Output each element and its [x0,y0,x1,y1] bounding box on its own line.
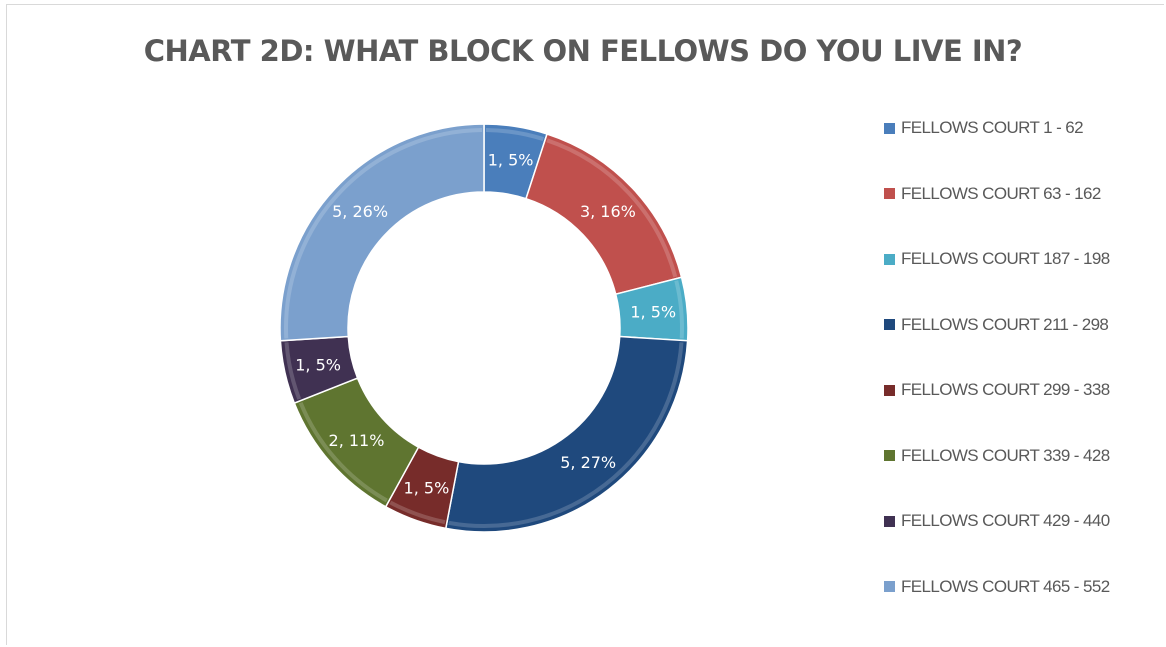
legend-item-fellows-court-187-198: FELLOWS COURT 187 - 198 [884,247,1110,271]
legend-item-fellows-court-63-162: FELLOWS COURT 63 - 162 [884,182,1101,206]
doughnut-slice-highlight [674,280,684,339]
legend-swatch [884,319,895,330]
doughnut-slice-fellows-court-465-552 [279,123,485,342]
legend-item-fellows-court-211-298: FELLOWS COURT 211 - 298 [884,313,1109,337]
legend-label: FELLOWS COURT 211 - 298 [901,314,1109,334]
legend-swatch [884,450,895,461]
legend-swatch [884,581,895,592]
data-label-fellows-court-339-428: 2, 11% [329,431,385,450]
legend-swatch [884,253,895,265]
doughnut-slice-highlight [284,342,302,400]
legend-item-fellows-court-429-440: FELLOWS COURT 429 - 440 [884,509,1110,533]
data-label-fellows-court-1-62: 1, 5% [488,151,534,170]
doughnut-slice-highlight [485,128,544,141]
doughnut-slice-highlight [546,138,678,278]
legend-label: FELLOWS COURT 465 - 552 [901,576,1110,596]
legend-item-fellows-court-339-428: FELLOWS COURT 339 - 428 [884,444,1110,468]
doughnut-slice-highlight [448,342,684,528]
legend-label: FELLOWS COURT 339 - 428 [901,445,1110,465]
legend-swatch [884,384,895,396]
legend-swatch [884,515,895,527]
legend-item-fellows-court-299-338: FELLOWS COURT 299 - 338 [884,378,1110,402]
legend-label: FELLOWS COURT 187 - 198 [901,249,1110,268]
doughnut-slice-highlight [284,128,483,339]
data-label-fellows-court-299-338: 1, 5% [404,478,450,497]
data-label-fellows-court-465-552: 5, 26% [332,202,388,221]
data-label-fellows-court-429-440: 1, 5% [295,356,341,375]
legend-swatch [884,122,895,134]
chart-frame [6,4,1164,645]
doughnut-slice-highlight [389,500,446,525]
legend-label: FELLOWS COURT 299 - 338 [901,380,1110,399]
doughnut-slice-fellows-court-211-298 [444,335,689,533]
legend-swatch [884,188,895,199]
legend-item-fellows-court-465-552: FELLOWS COURT 465 - 552 [884,575,1110,599]
legend-label: FELLOWS COURT 429 - 440 [901,511,1110,530]
legend-item-fellows-court-1-62: FELLOWS COURT 1 - 62 [884,116,1084,140]
data-label-fellows-court-63-162: 3, 16% [580,202,636,221]
doughnut-slice-highlight [298,401,388,503]
legend-label: FELLOWS COURT 1 - 62 [901,118,1084,137]
doughnut-data-labels: 1, 5% 3, 16% 1, 5% 5, 27% 1, 5% 2, 11% 1, 5% 5,… [295,151,676,498]
doughnut-slices [279,123,689,533]
legend-label: FELLOWS COURT 63 - 162 [901,183,1101,203]
data-label-fellows-court-187-198: 1, 5% [630,303,676,322]
chart-title: CHART 2D: WHAT BLOCK ON FELLOWS DO YOU L… [143,34,1023,68]
data-label-fellows-court-211-298: 5, 27% [560,453,616,472]
